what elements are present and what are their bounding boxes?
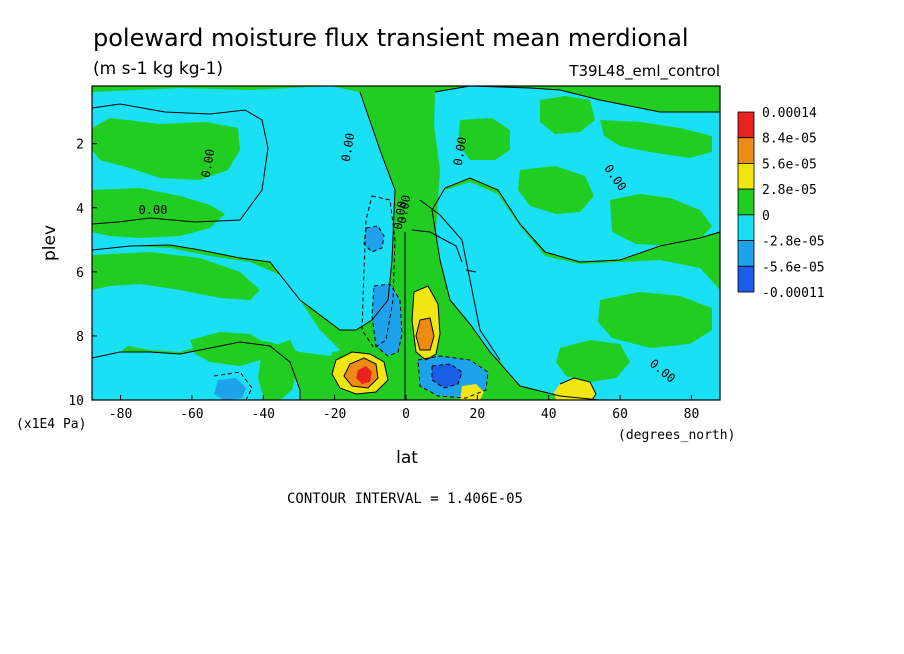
legend-label: 0.00014 <box>762 106 817 121</box>
contour-line <box>415 317 435 351</box>
contour-label: 0.00 <box>199 148 218 179</box>
x-axis: -80 -60 -40 -20 0 20 40 60 80 <box>109 395 699 422</box>
y-tick-label: 8 <box>76 330 84 345</box>
contour-line <box>213 371 253 401</box>
contour-line <box>361 195 396 349</box>
legend-swatch <box>737 240 755 267</box>
x-tick-label: -80 <box>109 407 132 422</box>
contour-label: 0.00 <box>391 200 410 231</box>
contour-label: 0.00 <box>395 194 414 225</box>
contour-interval: CONTOUR INTERVAL = 1.406E-05 <box>287 491 523 507</box>
x-tick-label: -20 <box>323 407 346 422</box>
legend-label: -0.00011 <box>762 286 825 301</box>
y-tick-label: 10 <box>68 394 84 409</box>
x-tick-label: 40 <box>541 407 557 422</box>
legend-label: -2.8e-05 <box>762 235 825 250</box>
contour-line <box>411 229 463 263</box>
contour-region <box>598 292 712 348</box>
x-tick-label: 0 <box>402 407 410 422</box>
contour-region <box>554 378 596 400</box>
x-units-label: (degrees_north) <box>618 428 735 443</box>
contour-label: 0.00 <box>339 132 358 163</box>
plot-area: 0.000.000.00 0.000.000.000.000.00 <box>91 85 721 401</box>
y-tick-label: 4 <box>76 202 84 217</box>
contour-label: 0.00 <box>451 136 470 167</box>
contour-line <box>411 285 441 361</box>
contour-region <box>518 166 594 214</box>
contour-region <box>190 332 270 366</box>
contour-line <box>91 103 269 225</box>
contour-line <box>431 363 463 389</box>
contour-region <box>364 226 384 252</box>
contour-line <box>343 357 379 389</box>
x-tick-label: 60 <box>612 407 628 422</box>
contour-region <box>460 384 484 400</box>
contour-region <box>92 252 260 300</box>
contour-line <box>559 377 597 401</box>
contour-region <box>258 340 300 400</box>
contour-region <box>556 340 630 382</box>
contour-line <box>371 283 403 357</box>
legend-swatch <box>737 163 755 190</box>
legend-swatch <box>737 111 755 139</box>
legend-swatch <box>737 265 755 293</box>
x-tick-label: 80 <box>684 407 700 422</box>
contour-label: 0.00 <box>139 203 168 217</box>
contour-line <box>419 199 501 361</box>
contour-line <box>91 341 301 400</box>
color-legend: 0.00014 8.4e-05 5.6e-05 2.8e-05 0 -2.8e-05 -5.… <box>737 106 825 301</box>
contour-region <box>92 118 240 180</box>
legend-swatch <box>737 188 755 216</box>
contour-region <box>372 284 402 356</box>
contour-line <box>91 91 396 331</box>
y-axis: 2 4 6 8 10 <box>68 138 97 409</box>
x-tick-label: -60 <box>180 407 203 422</box>
x-tick-label: -40 <box>252 407 275 422</box>
contour-regions <box>92 86 720 400</box>
legend-label: 8.4e-05 <box>762 132 817 147</box>
legend-label: 0 <box>762 209 770 224</box>
contour-line <box>431 177 721 401</box>
x-tick-label: 20 <box>470 407 486 422</box>
legend-swatch <box>737 137 755 164</box>
legend-label: 2.8e-05 <box>762 183 817 198</box>
contour-region <box>356 366 372 384</box>
legend-label: -5.6e-05 <box>762 260 825 275</box>
contour-line <box>331 351 389 395</box>
contour-region <box>458 118 510 160</box>
y-axis-label: plev <box>40 225 60 261</box>
legend-swatch <box>737 214 755 241</box>
contour-region <box>540 96 595 134</box>
x-axis-label: lat <box>396 448 418 468</box>
contour-region <box>214 378 246 400</box>
contour-region <box>432 364 462 388</box>
contour-region <box>92 188 225 238</box>
experiment-label: T39L48_eml_control <box>568 62 720 81</box>
contour-line <box>363 225 385 253</box>
contour-line <box>417 355 489 399</box>
y-tick-label: 2 <box>76 138 84 153</box>
contour-region <box>600 120 712 158</box>
chart-title: poleward moisture flux transient mean me… <box>93 24 689 52</box>
legend-label: 5.6e-05 <box>762 157 817 172</box>
y-units-label: (x1E4 Pa) <box>16 417 86 432</box>
y-tick-label: 6 <box>76 266 84 281</box>
contour-region <box>416 318 434 350</box>
contour-line <box>465 269 477 273</box>
contour-lines: 0.000.000.00 0.000.000.000.000.00 <box>91 85 721 401</box>
chart-units: (m s-1 kg kg-1) <box>93 59 223 79</box>
contour-region <box>396 90 440 320</box>
contour-region <box>610 194 712 246</box>
